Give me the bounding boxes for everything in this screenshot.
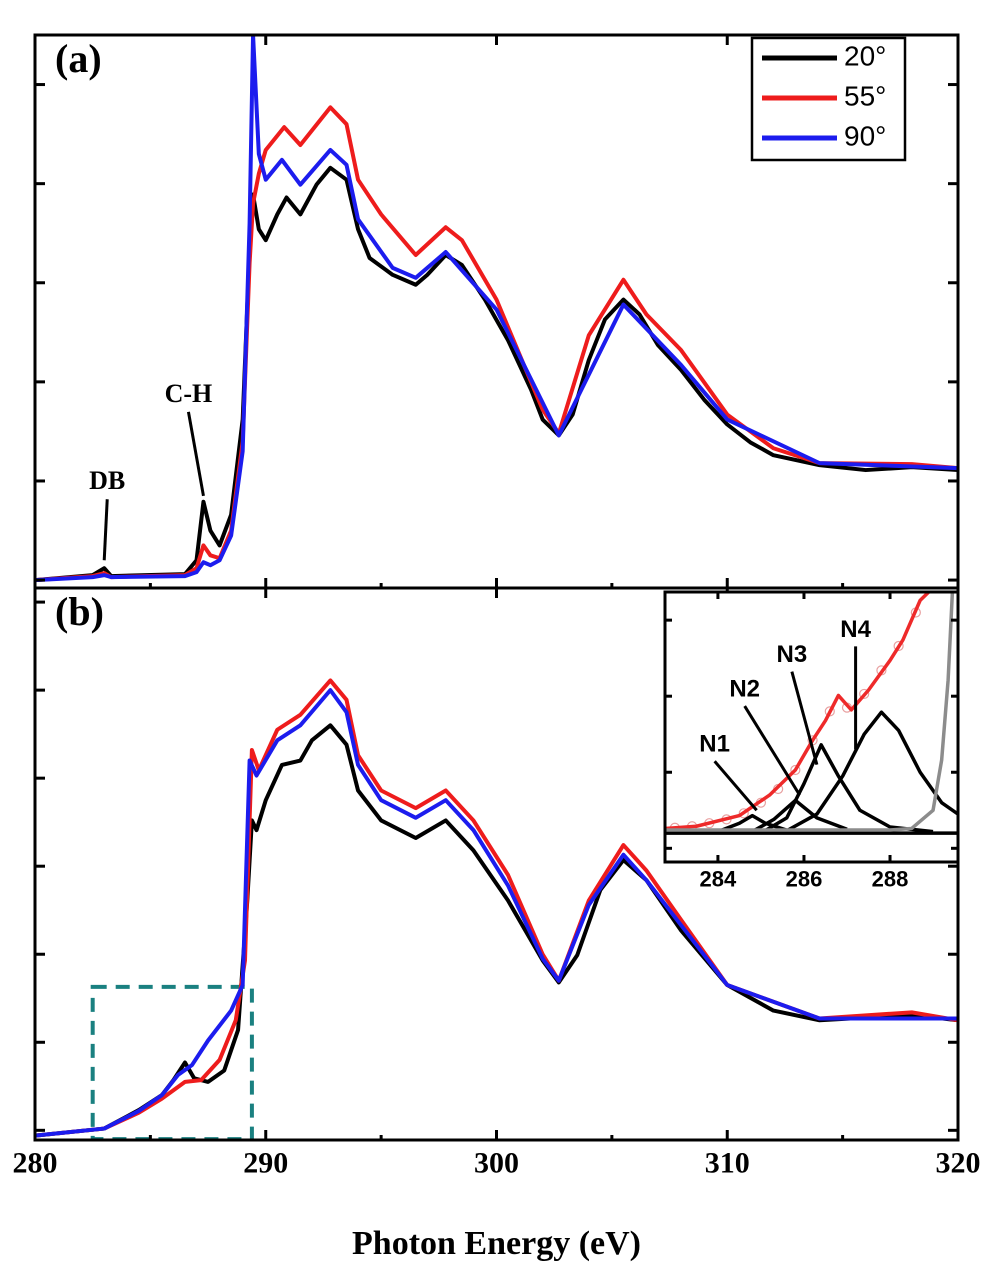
legend-label: 20° <box>844 40 886 71</box>
x-tick-label: 320 <box>936 1146 981 1179</box>
series-line <box>35 35 958 583</box>
x-tick-label: 286 <box>786 867 823 892</box>
plot-area <box>35 678 958 1140</box>
annotation-leader <box>102 499 109 561</box>
panel-label: (b) <box>55 589 104 634</box>
annotation: N2 <box>729 675 760 702</box>
annotation-leader <box>743 705 801 796</box>
plot-area <box>665 592 958 835</box>
data-point <box>859 688 870 700</box>
series-line <box>35 678 958 1138</box>
data-point <box>893 640 904 652</box>
legend-label: 55° <box>844 80 886 111</box>
data-point <box>738 808 749 819</box>
panel-label: (a) <box>55 36 102 81</box>
x-tick-label: 280 <box>13 1146 58 1179</box>
x-tick-label: 290 <box>243 1146 288 1179</box>
plot-area <box>35 35 958 583</box>
series-line <box>665 592 930 831</box>
annotation: N3 <box>777 641 808 668</box>
annotation: N4 <box>840 616 871 643</box>
data-point <box>790 764 801 776</box>
series-line <box>760 743 934 835</box>
axes-frame <box>663 590 960 864</box>
x-tick-label: 310 <box>705 1146 750 1179</box>
annotation-leader <box>713 760 758 812</box>
series-line <box>665 592 955 832</box>
legend-label: 90° <box>844 120 886 151</box>
annotation-leader <box>790 671 819 766</box>
series-line <box>35 165 958 583</box>
x-tick-label: 300 <box>474 1146 519 1179</box>
x-tick-label: 284 <box>700 867 737 892</box>
annotation: DB <box>89 466 125 495</box>
series-line <box>35 105 958 583</box>
annotation-leader <box>186 411 205 497</box>
x-axis-label: Photon Energy (eV) <box>352 1225 641 1262</box>
annotation: N1 <box>699 731 730 758</box>
series-line <box>35 688 958 1138</box>
x-tick-label: 288 <box>872 867 909 892</box>
annotation: C-H <box>165 379 213 408</box>
